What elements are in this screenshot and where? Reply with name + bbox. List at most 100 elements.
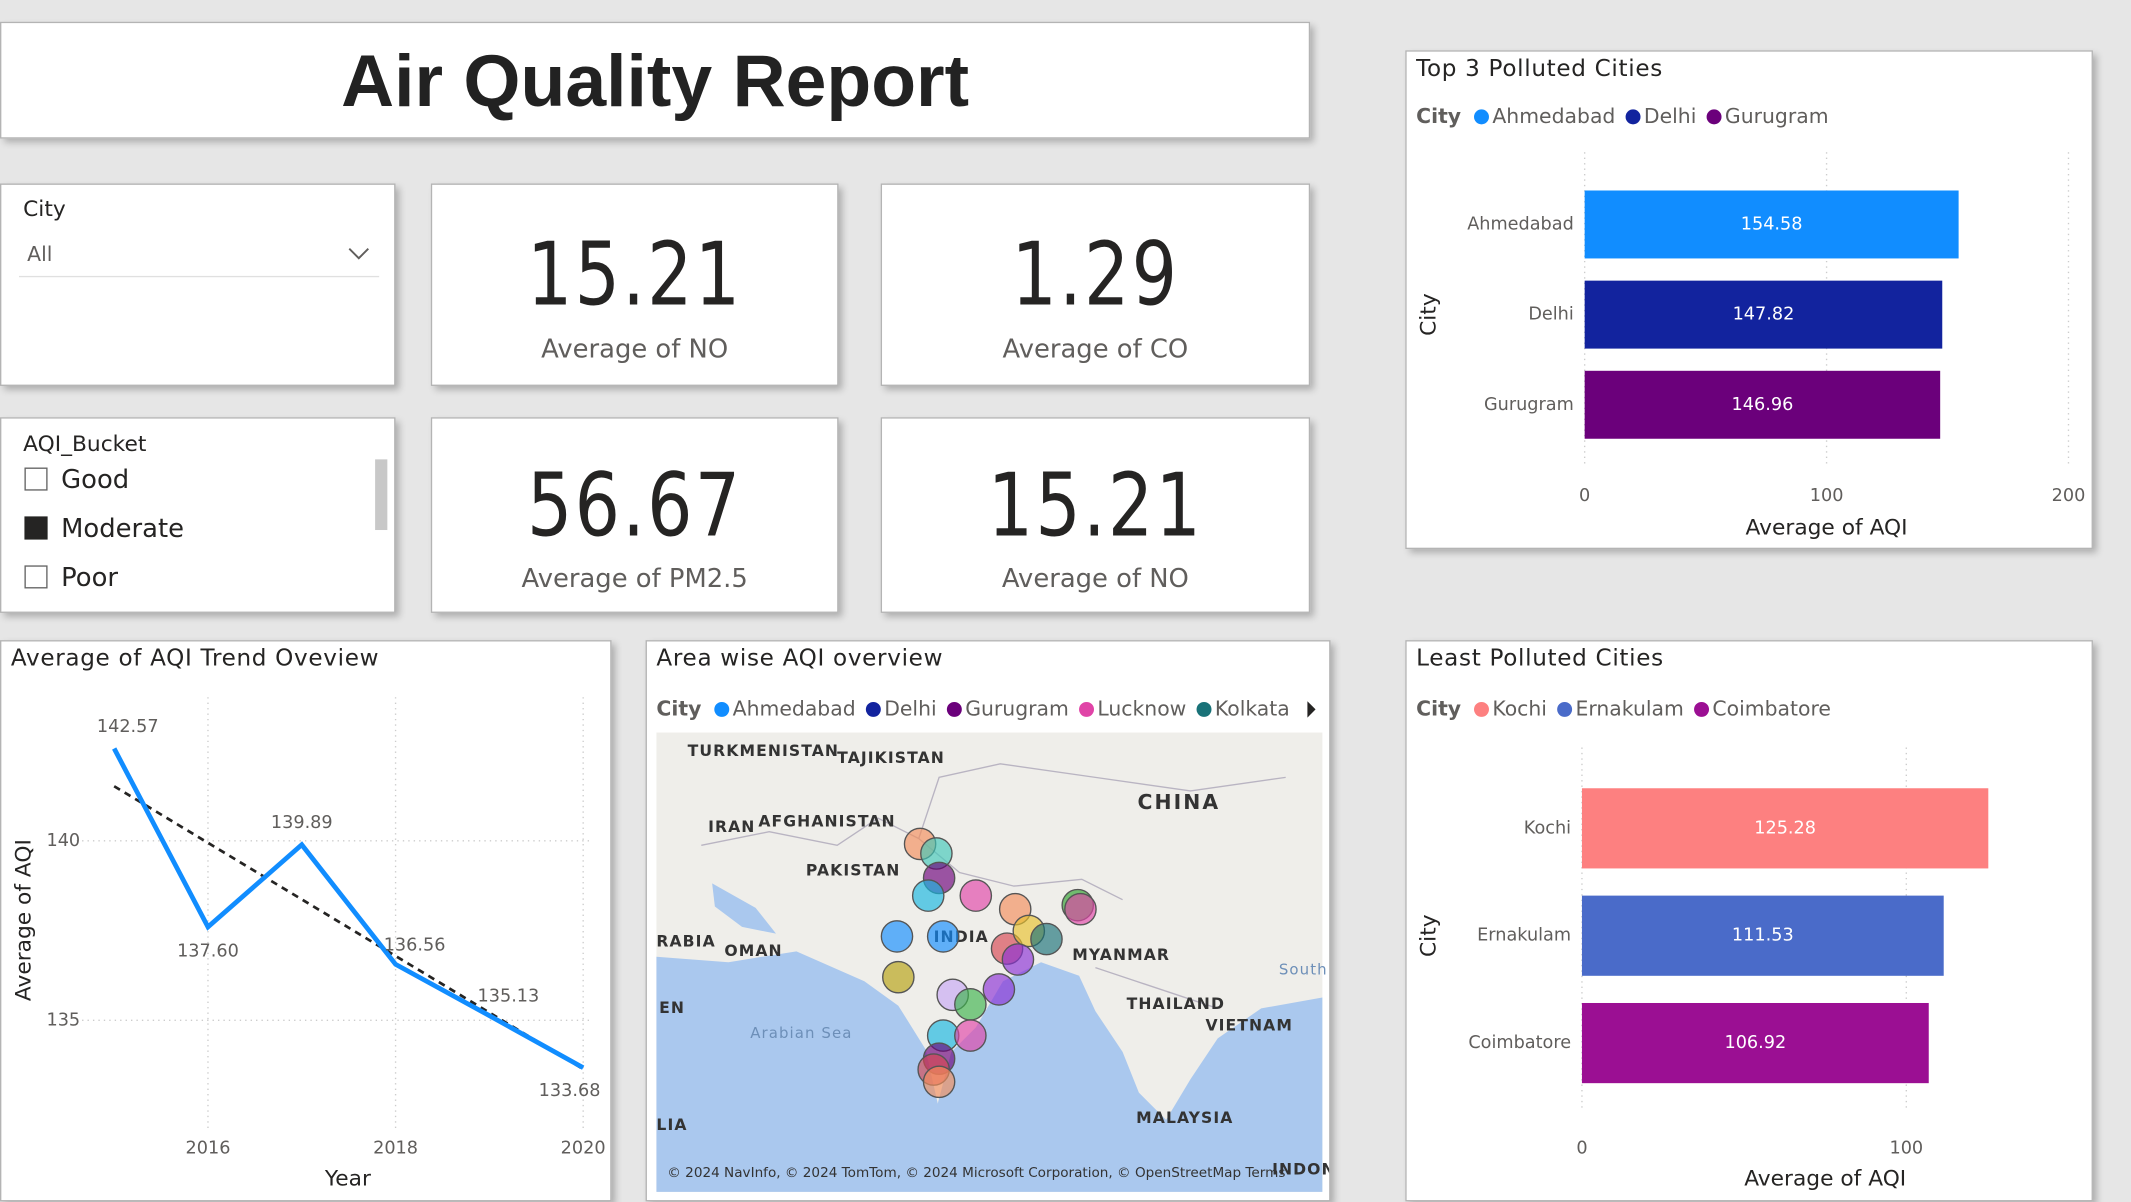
map-label: South China Sea [1279,960,1331,978]
map-label: MALAYSIA [1136,1109,1233,1127]
dropdown[interactable]: All [19,231,380,278]
legend-marker [1474,109,1489,125]
bar[interactable] [1581,788,1989,869]
y-axis-title: Average of AQI [11,839,36,1001]
map-bubble[interactable] [1030,922,1063,956]
map-attribution: © 2024 NavInfo, © 2024 TomTom, © 2024 Mi… [667,1165,1285,1181]
slicer-option[interactable]: Poor [24,563,118,593]
bar-chart: Least Polluted Cities City Kochi Ernakulam C… [1416,646,1989,1192]
map-bubble[interactable] [954,1019,987,1052]
map-label: VIETNAM [1205,1017,1293,1035]
map-bubble[interactable] [1064,892,1097,926]
map-sea [656,951,1323,1192]
legend-scroll-arrow[interactable] [1307,701,1316,718]
map-label: THAILAND [1127,995,1225,1013]
scrollbar[interactable] [375,459,388,531]
chart-title: Least Polluted Cities [1416,646,1664,672]
x-tick-label: 100 [1810,486,1844,506]
y-tick-label: Kochi [1524,818,1571,838]
card-value: 15.21 [987,456,1204,558]
chart-title: Top 3 Polluted Cities [1415,56,1663,82]
slicer-option[interactable]: Good [24,465,129,495]
legend-marker [865,701,881,717]
legend-label: Delhi [884,696,936,720]
map-label: CHINA [1138,790,1221,814]
legend-title: City [656,696,701,720]
kpi-card: 56.67 Average of PM2.5 [430,417,839,613]
legend-marker [1557,701,1573,717]
chart-panel: Top 3 Polluted Cities City Ahmedabad Delhi G… [1405,50,2093,550]
checkbox[interactable] [24,467,48,491]
city-slicer: City All [0,183,396,386]
map-label: AFGHANISTAN [758,813,895,831]
line-chart: Average of AQI Trend Oveview 2016 2018 2020… [11,646,606,1192]
map-label: Arabian Sea [750,1024,852,1042]
x-axis-title: Average of AQI [1744,1167,1906,1192]
option-label: Good [61,464,130,495]
legend-label: Ernakulam [1576,696,1684,720]
map-bubble[interactable] [1001,943,1035,976]
map-bubble[interactable] [926,920,960,953]
checkbox[interactable] [24,565,48,589]
bar-chart: Top 3 Polluted Cities City Ahmedabad Delhi G… [1415,56,2085,541]
map-bubble[interactable] [954,988,987,1021]
chart-title: Area wise AQI overview [656,646,943,672]
kpi-card: 15.21 Average of NO [430,183,839,386]
map-bubble[interactable] [922,1065,956,1099]
legend-label: Lucknow [1097,696,1186,720]
legend-label: Delhi [1644,104,1696,128]
chart-panel: Least Polluted Cities City Kochi Ernakulam C… [1405,640,2093,1202]
data-label: 136.56 [384,935,446,955]
map-gulf [712,883,777,934]
data-label: 137.60 [177,941,239,961]
map-label: TURKMENISTAN [688,742,839,760]
bar[interactable] [1581,895,1944,976]
legend-label: Ahmedabad [733,696,856,720]
y-tick-label: Gurugram [1484,395,1574,415]
map-bubble[interactable] [911,879,945,912]
data-label: 106.92 [1724,1033,1786,1053]
chart-title: Average of AQI Trend Oveview [11,646,379,672]
map-bubble[interactable] [882,960,915,994]
map-bubble[interactable] [982,973,1016,1006]
checkbox[interactable] [24,516,48,540]
legend-marker [1625,109,1641,125]
map-label: OMAN [724,942,782,960]
data-label: 139.89 [271,813,333,833]
legend-label: Ahmedabad [1492,104,1615,128]
bar[interactable] [1584,190,1959,259]
slicer-option[interactable]: Moderate [24,514,184,544]
title-box: Air Quality Report [0,21,1311,139]
bar[interactable] [1584,370,1941,439]
legend-label: Coimbatore [1712,696,1831,720]
map-label: IRAN [708,818,755,836]
y-axis-title: City [1417,914,1442,957]
option-label: Moderate [61,513,184,544]
data-label: 133.68 [539,1081,601,1101]
legend-marker [1079,701,1095,717]
x-tick-label: 2018 [373,1138,418,1158]
data-label: 154.58 [1741,214,1803,234]
bar[interactable] [1584,280,1943,349]
x-axis-title: Year [324,1167,371,1192]
map-bubble[interactable] [880,920,914,953]
data-label: 142.57 [97,717,159,737]
legend-marker [1196,701,1212,717]
bar[interactable] [1581,1002,1929,1084]
data-label: 111.53 [1732,926,1794,946]
aqi-bucket-slicer: AQI_Bucket Good Moderate Poor [0,417,396,613]
map-bubble[interactable] [959,879,993,912]
x-tick-label: 2016 [186,1138,231,1158]
y-tick-label: 135 [46,1010,80,1030]
card-label: Average of CO [1002,334,1189,365]
map-label: MYANMAR [1072,946,1170,964]
chart-panel: Area wise AQI overview City Ahmedabad Delhi… [645,640,1331,1202]
legend-label: Gurugram [1725,104,1829,128]
data-label: 146.96 [1732,395,1794,415]
card-value: 15.21 [527,225,743,327]
y-axis-title: City [1417,293,1442,336]
legend-marker [1694,701,1710,717]
x-tick-label: 0 [1579,486,1590,506]
legend-marker [946,701,962,717]
